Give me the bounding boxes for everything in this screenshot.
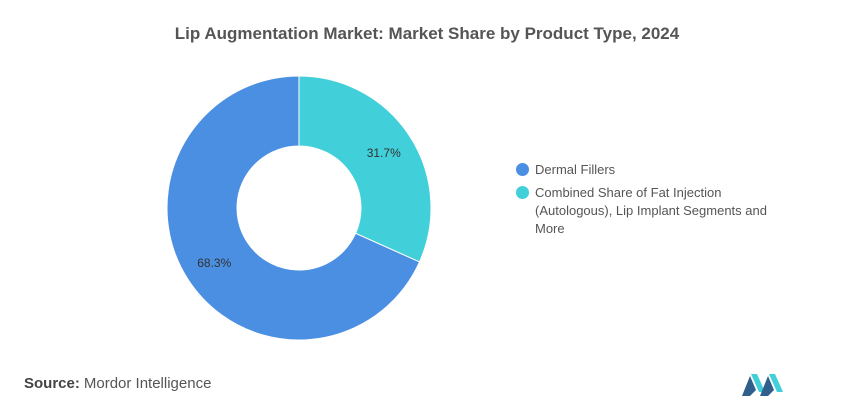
donut-slice — [166, 75, 421, 341]
legend-item-dermal-fillers: Dermal Fillers — [516, 161, 796, 179]
slice-data-label: 31.7% — [367, 146, 401, 160]
legend-label: Combined Share of Fat Injection (Autolog… — [535, 185, 767, 236]
chart-title: Lip Augmentation Market: Market Share by… — [174, 24, 680, 43]
donut-slice — [298, 75, 432, 263]
legend-label: Dermal Fillers — [535, 162, 616, 177]
source-label: Source: — [24, 375, 80, 392]
chart-legend: Dermal Fillers Combined Share of Fat Inj… — [516, 161, 796, 243]
legend-swatch — [516, 186, 529, 199]
source-note: Source: Mordor Intelligence — [24, 375, 211, 392]
slice-data-label: 68.3% — [197, 256, 231, 270]
mordor-intelligence-logo — [742, 374, 783, 396]
legend-item-combined-share: Combined Share of Fat Injection (Autolog… — [516, 184, 796, 238]
legend-swatch — [516, 163, 529, 176]
source-text: Mordor Intelligence — [83, 375, 212, 392]
